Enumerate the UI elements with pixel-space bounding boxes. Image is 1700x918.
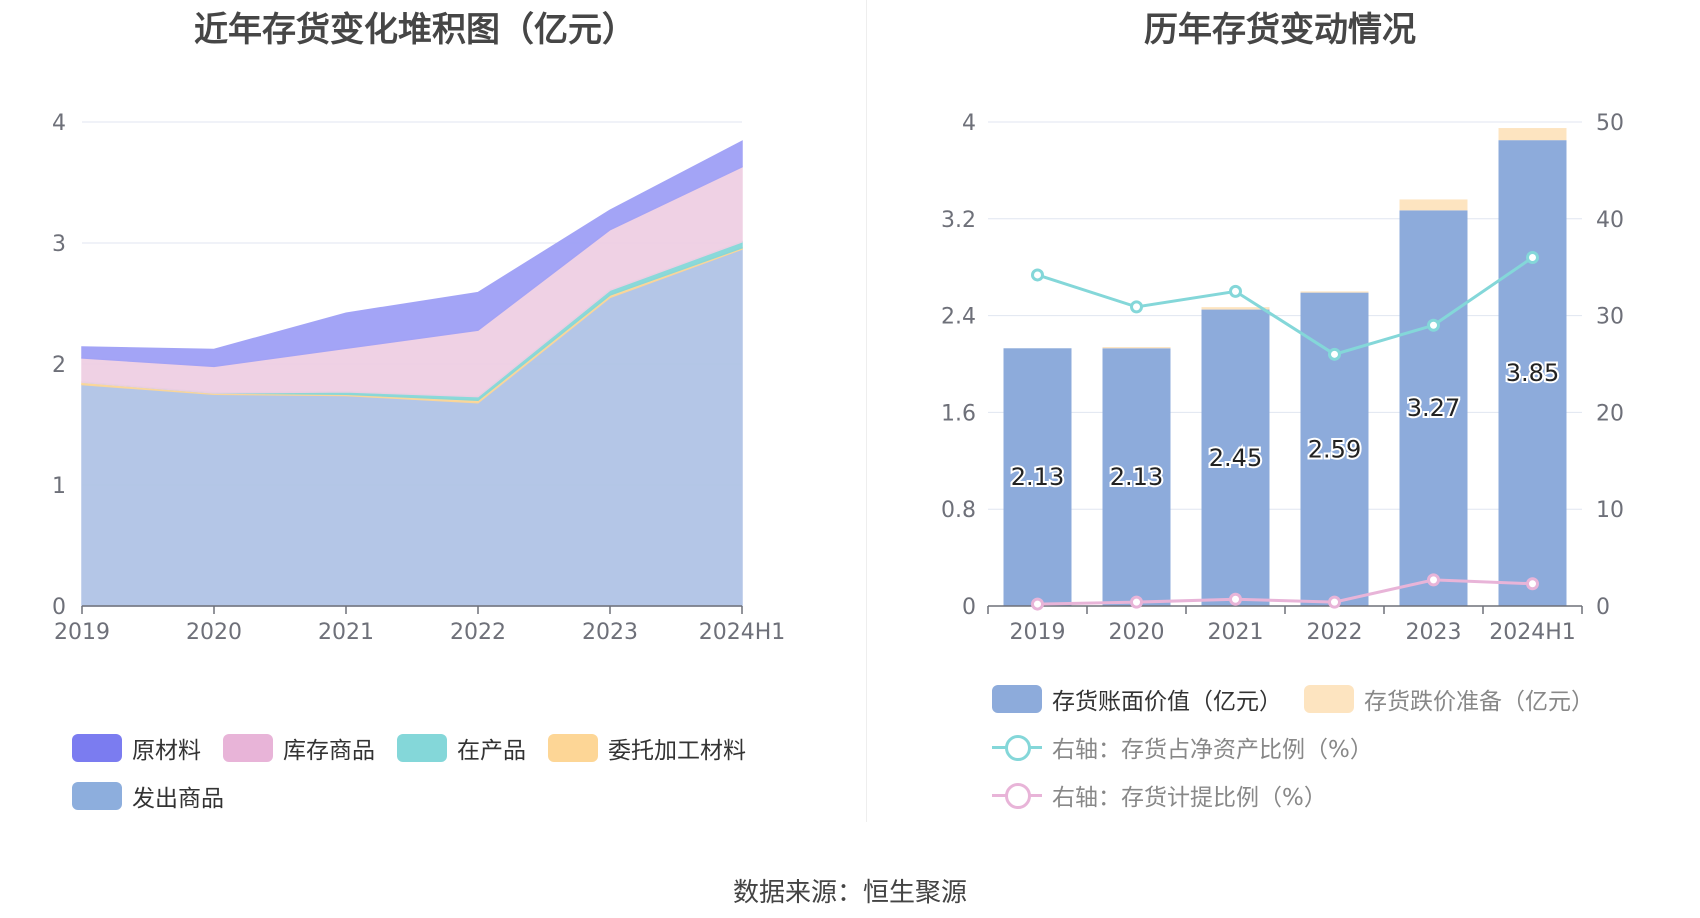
bar-data-label: 2.13 (1110, 463, 1163, 491)
right-y-tick-label: 3.2 (941, 208, 976, 233)
right-x-tick-label: 2020 (1109, 620, 1165, 645)
legend-item[interactable]: 发出商品 (72, 772, 224, 820)
bar-book-value (1399, 210, 1468, 606)
right-x-tick-label: 2023 (1406, 620, 1462, 645)
panel-divider (866, 0, 867, 822)
line-point (1031, 597, 1044, 611)
bar-provision (1300, 291, 1369, 293)
line-series-右轴：存货计提比例（%） (1037, 578, 1533, 606)
left-x-tick-label: 2022 (450, 620, 506, 645)
legend-swatch (223, 734, 273, 762)
bar-provision (1399, 199, 1468, 211)
legend-label: 存货账面价值（亿元） (1052, 689, 1282, 715)
legend-label: 发出商品 (132, 786, 224, 812)
left-y-tick-label: 4 (52, 111, 66, 136)
legend-item[interactable]: 委托加工材料 (548, 724, 746, 772)
right-y-tick-label: 1.6 (941, 401, 976, 426)
right-x-tick-label: 2024H1 (1489, 620, 1576, 645)
bar-data-label: 3.85 (1506, 359, 1559, 387)
line-point (1526, 251, 1539, 265)
legend-item[interactable]: 存货跌价准备（亿元） (1304, 675, 1594, 723)
right-legend: 存货账面价值（亿元） 存货跌价准备（亿元） 右轴：存货占净资产比例（%） 右轴：存货计… (992, 675, 1672, 819)
bar-data-label: 2.59 (1308, 435, 1361, 463)
line-point (1328, 347, 1341, 361)
legend-swatch (72, 734, 122, 762)
bar-data-label: 2.45 (1209, 444, 1262, 472)
bar-data-label: 2.13 (1011, 463, 1064, 491)
left-y-tick-label: 1 (52, 474, 66, 499)
legend-swatch (1304, 685, 1354, 713)
line-point (1130, 300, 1143, 314)
right-y-tick-label: 4 (962, 111, 976, 136)
line-point (1328, 595, 1341, 609)
right-chart-title: 历年存货变动情况 (1144, 10, 1416, 50)
right-x-tick-label: 2021 (1208, 620, 1264, 645)
legend-label: 右轴：存货占净资产比例（%） (1052, 737, 1373, 763)
bar-provision (1498, 128, 1567, 141)
bar-provision (1201, 307, 1270, 310)
bar-book-value (1003, 348, 1072, 606)
line-point (1031, 268, 1044, 282)
legend-swatch (992, 685, 1042, 713)
left-y-tick-label: 2 (52, 353, 66, 378)
legend-item[interactable]: 原材料 (72, 724, 201, 772)
line-point (1229, 592, 1242, 606)
legend-swatch (397, 734, 447, 762)
legend-label: 原材料 (132, 738, 201, 764)
line-point (1427, 318, 1440, 332)
legend-line-icon (992, 781, 1042, 809)
bar-data-label: 3.27 (1407, 394, 1460, 422)
line-point (1229, 284, 1242, 298)
bar-book-value (1201, 309, 1270, 606)
right-y-tick-label: 0 (962, 595, 976, 620)
right-y2-tick-label: 10 (1596, 498, 1624, 523)
right-y2-tick-label: 40 (1596, 208, 1624, 233)
left-x-tick-label: 2021 (318, 620, 374, 645)
legend-swatch (72, 782, 122, 810)
left-x-tick-label: 2019 (54, 620, 110, 645)
left-x-tick-label: 2024H1 (699, 620, 786, 645)
left-y-tick-label: 3 (52, 232, 66, 257)
legend-label: 在产品 (457, 738, 526, 764)
right-y2-tick-label: 50 (1596, 111, 1624, 136)
bar-book-value (1300, 292, 1369, 606)
right-y2-tick-label: 30 (1596, 305, 1624, 330)
right-x-tick-label: 2019 (1010, 620, 1066, 645)
legend-line-icon (992, 733, 1042, 761)
left-legend: 原材料 库存商品 在产品 委托加工材料发出商品 (72, 724, 812, 820)
left-x-tick-label: 2020 (186, 620, 242, 645)
legend-label: 库存商品 (283, 738, 375, 764)
left-chart-title: 近年存货变化堆积图（亿元） (194, 10, 636, 50)
line-point (1130, 595, 1143, 609)
legend-item[interactable]: 存货账面价值（亿元） (992, 675, 1282, 723)
left-y-tick-label: 0 (52, 595, 66, 620)
left-x-tick-label: 2023 (582, 620, 638, 645)
area-series-原材料 (81, 140, 743, 368)
legend-item[interactable]: 库存商品 (223, 724, 375, 772)
line-point (1526, 577, 1539, 591)
legend-label: 右轴：存货计提比例（%） (1052, 785, 1327, 811)
bar-provision (1102, 347, 1171, 349)
right-y-tick-label: 2.4 (941, 305, 976, 330)
right-y2-tick-label: 20 (1596, 401, 1624, 426)
bar-book-value (1102, 348, 1171, 606)
legend-label: 委托加工材料 (608, 738, 746, 764)
legend-swatch (548, 734, 598, 762)
line-series-右轴：存货占净资产比例（%） (1037, 256, 1534, 356)
data-source-footer: 数据来源：恒生聚源 (732, 878, 967, 908)
bar-book-value (1498, 140, 1567, 606)
right-y-tick-label: 0.8 (941, 498, 976, 523)
legend-label: 存货跌价准备（亿元） (1364, 689, 1594, 715)
right-x-tick-label: 2022 (1307, 620, 1363, 645)
legend-item[interactable]: 在产品 (397, 724, 526, 772)
right-y2-tick-label: 0 (1596, 595, 1610, 620)
line-point (1427, 573, 1440, 587)
legend-item[interactable]: 右轴：存货占净资产比例（%） (992, 723, 1650, 771)
legend-item[interactable]: 右轴：存货计提比例（%） (992, 771, 1650, 819)
